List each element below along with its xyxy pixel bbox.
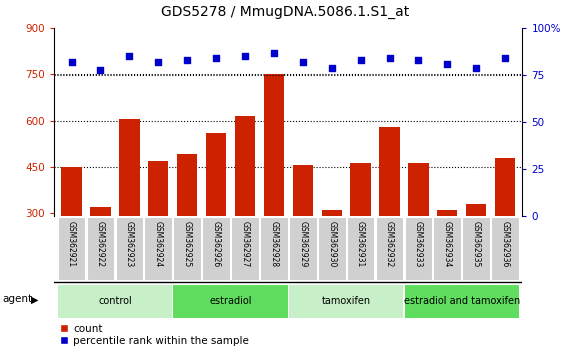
Bar: [235, 116, 255, 216]
Point: [67, 59, 76, 65]
Point: [240, 53, 250, 59]
Text: GSM362932: GSM362932: [385, 221, 394, 267]
Text: estradiol and tamoxifen: estradiol and tamoxifen: [404, 296, 520, 306]
FancyBboxPatch shape: [202, 217, 230, 280]
Point: [211, 56, 220, 61]
Point: [125, 53, 134, 59]
Bar: [264, 74, 284, 216]
Text: GSM362929: GSM362929: [298, 221, 307, 267]
Text: GSM362931: GSM362931: [356, 221, 365, 267]
FancyBboxPatch shape: [87, 217, 114, 280]
FancyBboxPatch shape: [58, 217, 86, 280]
Point: [443, 61, 452, 67]
Legend: count, percentile rank within the sample: count, percentile rank within the sample: [59, 324, 249, 346]
Point: [298, 59, 307, 65]
FancyBboxPatch shape: [260, 217, 288, 280]
Bar: [62, 167, 82, 216]
Text: agent: agent: [3, 294, 33, 304]
Text: GSM362927: GSM362927: [240, 221, 250, 267]
Text: estradiol: estradiol: [210, 296, 252, 306]
FancyBboxPatch shape: [289, 217, 317, 280]
Text: GSM362928: GSM362928: [270, 221, 279, 267]
FancyBboxPatch shape: [347, 217, 375, 280]
Text: GSM362933: GSM362933: [414, 221, 423, 268]
Point: [356, 57, 365, 63]
Text: GSM362923: GSM362923: [125, 221, 134, 267]
FancyBboxPatch shape: [404, 217, 432, 280]
Bar: [437, 210, 457, 216]
FancyBboxPatch shape: [58, 285, 172, 318]
Point: [183, 57, 192, 63]
Text: GSM362924: GSM362924: [154, 221, 163, 267]
FancyBboxPatch shape: [289, 285, 403, 318]
Point: [501, 56, 510, 61]
Bar: [119, 119, 139, 216]
Bar: [206, 133, 226, 216]
Text: GSM362925: GSM362925: [183, 221, 192, 267]
Bar: [408, 163, 428, 216]
FancyBboxPatch shape: [433, 217, 461, 280]
FancyBboxPatch shape: [463, 217, 490, 280]
Text: GSM362935: GSM362935: [472, 221, 481, 268]
Text: GSM362926: GSM362926: [212, 221, 220, 267]
Point: [414, 57, 423, 63]
Text: GDS5278 / MmugDNA.5086.1.S1_at: GDS5278 / MmugDNA.5086.1.S1_at: [162, 5, 409, 19]
FancyBboxPatch shape: [144, 217, 172, 280]
Bar: [177, 154, 198, 216]
FancyBboxPatch shape: [404, 285, 519, 318]
Bar: [466, 204, 486, 216]
FancyBboxPatch shape: [115, 217, 143, 280]
Bar: [495, 158, 515, 216]
Text: GSM362921: GSM362921: [67, 221, 76, 267]
Text: control: control: [98, 296, 132, 306]
FancyBboxPatch shape: [231, 217, 259, 280]
Point: [327, 65, 336, 70]
Point: [385, 56, 394, 61]
Bar: [90, 207, 111, 216]
Bar: [321, 210, 342, 216]
Text: GSM362922: GSM362922: [96, 221, 105, 267]
Text: GSM362930: GSM362930: [327, 221, 336, 268]
FancyBboxPatch shape: [174, 285, 288, 318]
Point: [270, 50, 279, 56]
FancyBboxPatch shape: [318, 217, 345, 280]
Bar: [293, 165, 313, 216]
Bar: [351, 163, 371, 216]
FancyBboxPatch shape: [491, 217, 519, 280]
FancyBboxPatch shape: [376, 217, 403, 280]
Text: tamoxifen: tamoxifen: [321, 296, 371, 306]
Bar: [379, 127, 400, 216]
Text: GSM362934: GSM362934: [443, 221, 452, 268]
Point: [472, 65, 481, 70]
Text: GSM362936: GSM362936: [501, 221, 510, 268]
FancyBboxPatch shape: [174, 217, 201, 280]
Bar: [148, 161, 168, 216]
Text: ▶: ▶: [31, 294, 39, 304]
Point: [96, 67, 105, 73]
Point: [154, 59, 163, 65]
